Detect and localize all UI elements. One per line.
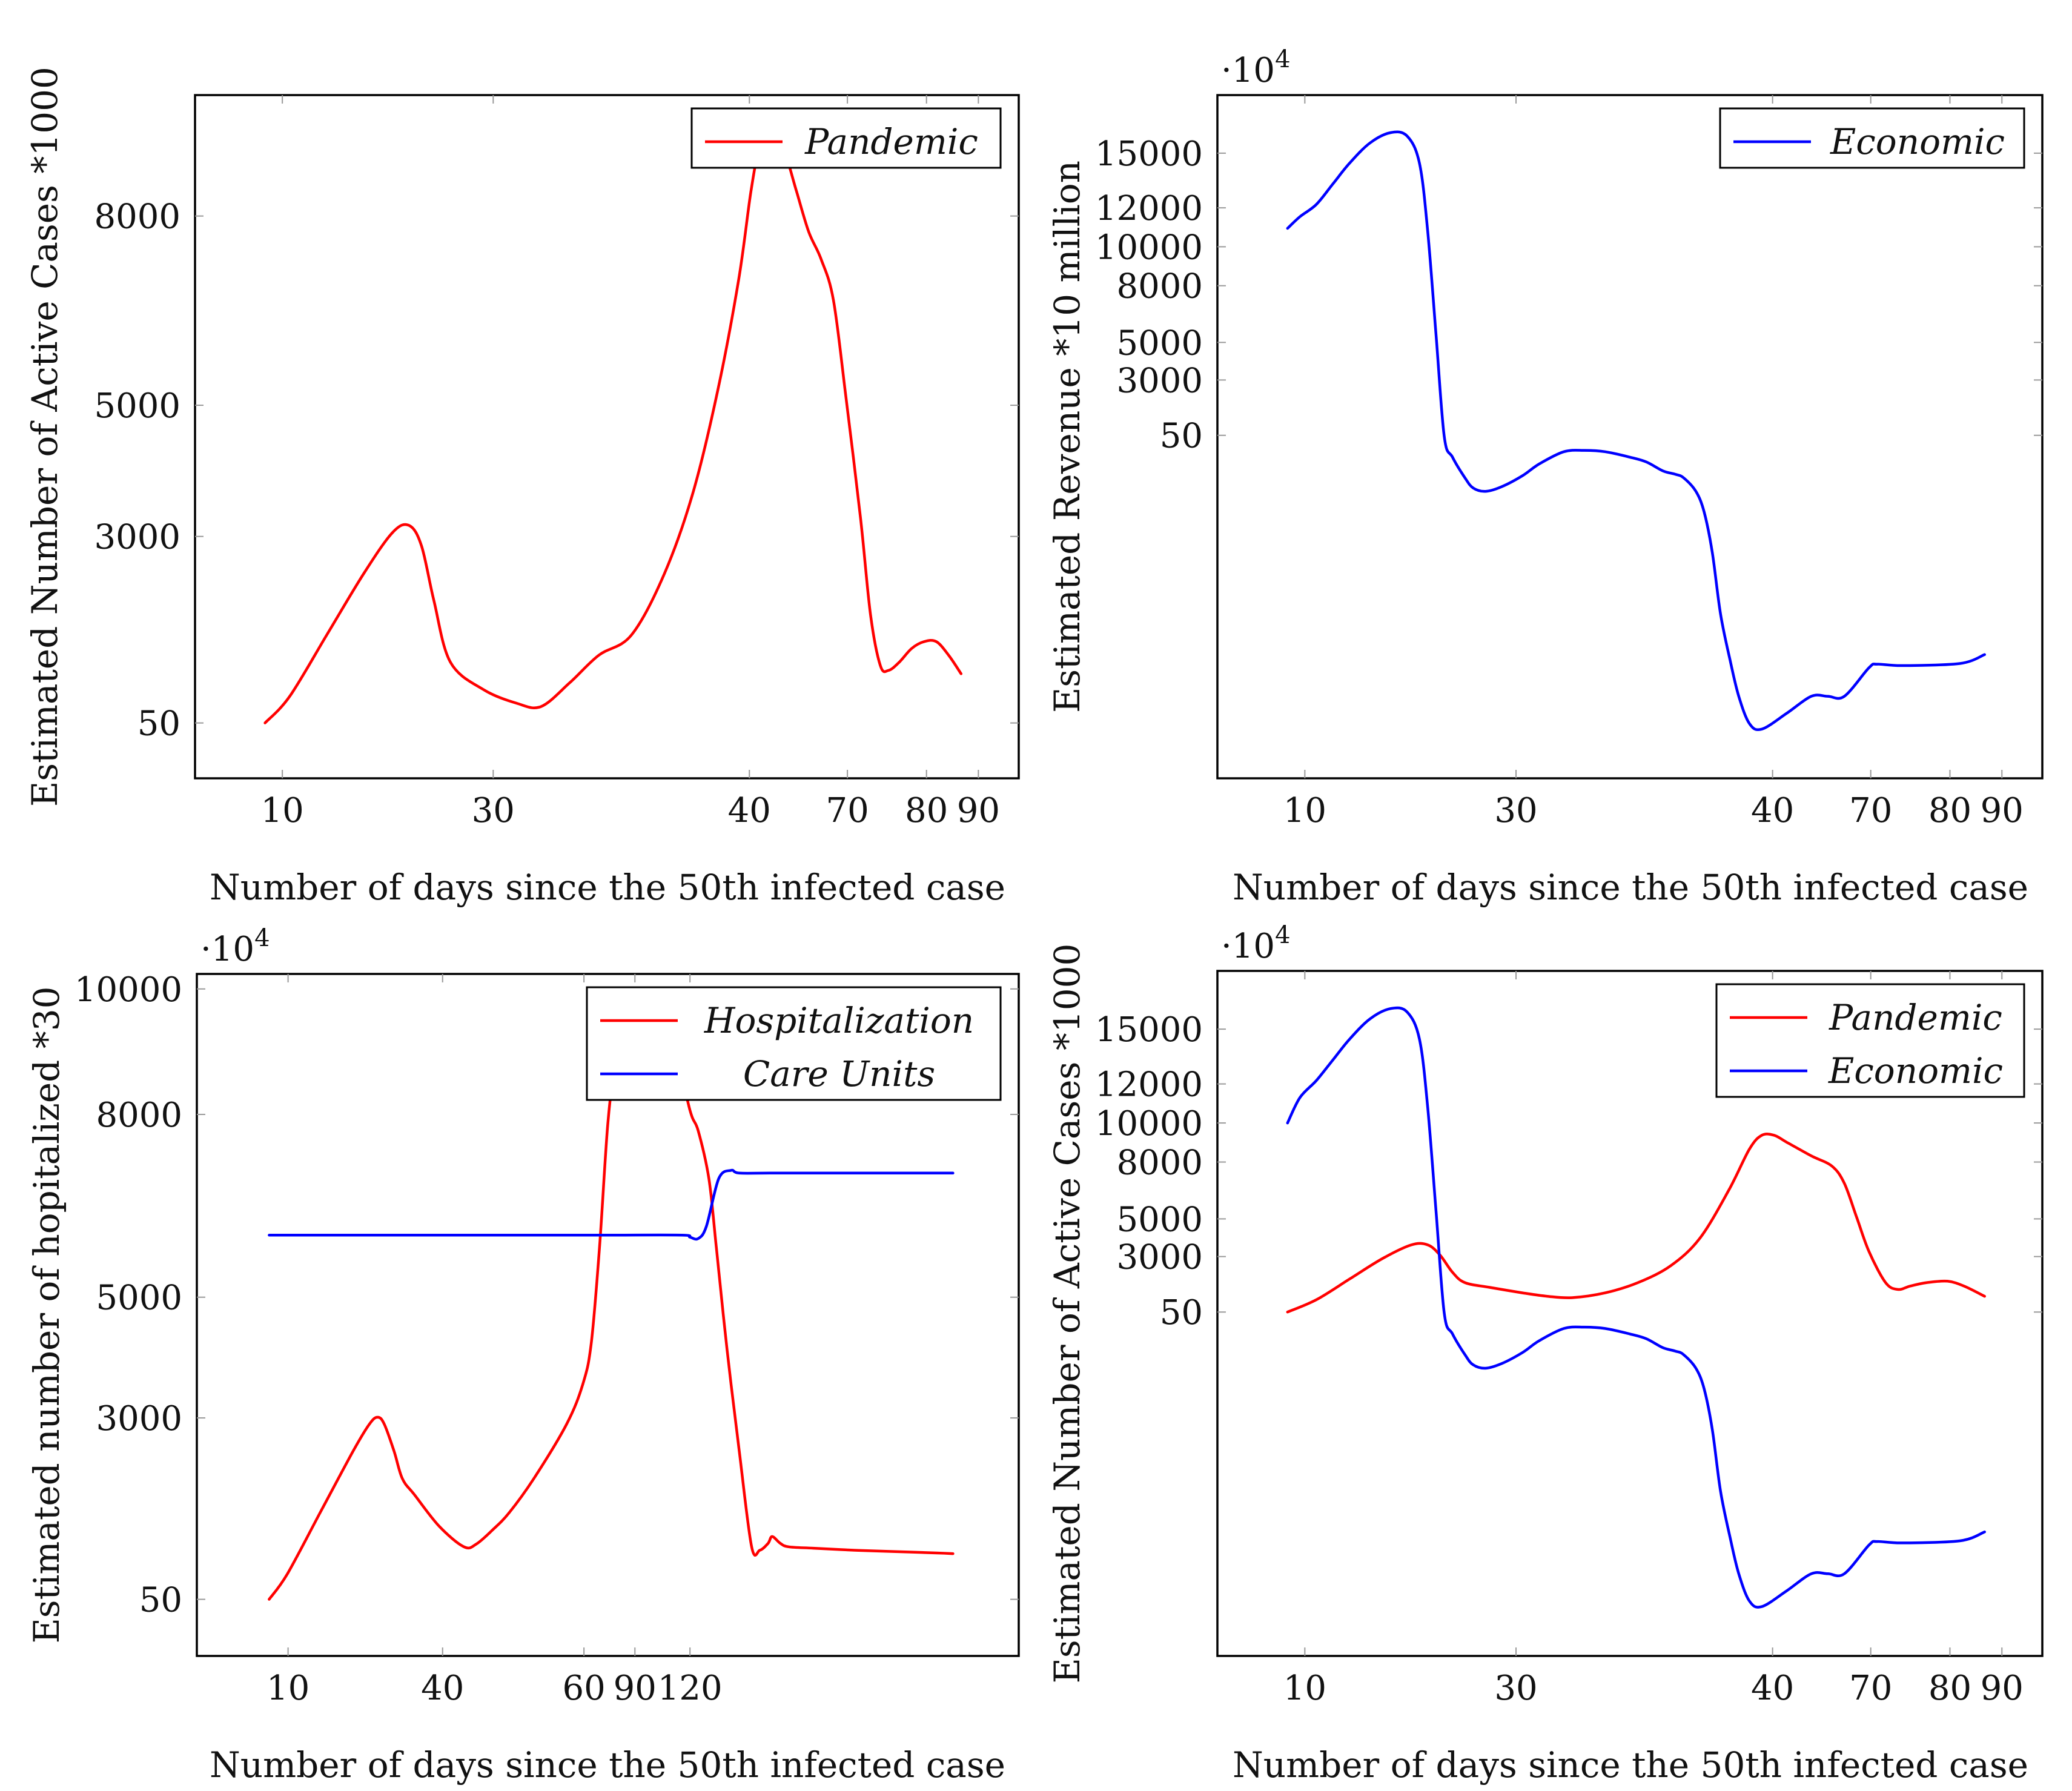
legend-box bbox=[690, 107, 1002, 169]
x-tick-label: 90 bbox=[1981, 1669, 2024, 1708]
legend-label: Economic bbox=[1828, 1050, 2003, 1091]
x-axis-title: Number of days since the 50th infected c… bbox=[210, 867, 1005, 908]
legend: Pandemic Economic bbox=[1715, 983, 2025, 1098]
x-tick-label: 10 bbox=[1283, 1669, 1326, 1708]
y-tick-label: 50 bbox=[1160, 1293, 1203, 1332]
legend-box bbox=[586, 986, 1002, 1101]
y-axis-title: Estimated number of hopitalized *30 bbox=[26, 986, 67, 1643]
x-tick-label: 40 bbox=[421, 1669, 464, 1708]
legend: Pandemic bbox=[690, 107, 1002, 169]
series-line-economic bbox=[1286, 130, 1986, 732]
y-tick-label: 10000 bbox=[1095, 1104, 1203, 1144]
y-tick-label: 8000 bbox=[1116, 267, 1203, 306]
x-tick-label: 40 bbox=[1751, 791, 1794, 830]
legend-label: Economic bbox=[1830, 121, 2005, 162]
y-tick-label: 15000 bbox=[1095, 134, 1203, 174]
x-axis-title: Number of days since the 50th infected c… bbox=[1233, 867, 2028, 908]
chart-hospitalization: 10 40 60 90 120 50 3000 5000 8000 10000 ·104 Number… bbox=[26, 924, 1020, 1786]
x-tick-label: 30 bbox=[472, 791, 515, 830]
y-tick-label: 8000 bbox=[94, 197, 180, 237]
y-tick-label: 12000 bbox=[1095, 1065, 1203, 1105]
y-tick-label: 50 bbox=[1160, 417, 1203, 456]
y-tick-label: 10000 bbox=[74, 970, 182, 1010]
plot-frame bbox=[194, 94, 1020, 780]
legend: Economic bbox=[1719, 107, 2025, 169]
y-tick-label: 3000 bbox=[94, 518, 180, 557]
exponent-label: ·104 bbox=[200, 924, 270, 969]
x-tick-label: 80 bbox=[1928, 791, 1971, 830]
x-tick-label: 80 bbox=[1928, 1669, 1971, 1708]
x-tick-label: 30 bbox=[1494, 1669, 1537, 1708]
x-tick-label: 40 bbox=[728, 791, 771, 830]
y-tick-label: 3000 bbox=[1116, 361, 1203, 400]
y-tick-label: 5000 bbox=[1116, 323, 1203, 363]
x-tick-label: 70 bbox=[1849, 1669, 1892, 1708]
y-tick-label: 5000 bbox=[1116, 1200, 1203, 1239]
x-tick-label: 10 bbox=[1283, 791, 1326, 830]
x-tick-label: 10 bbox=[261, 791, 304, 830]
exponent-label: ·104 bbox=[1221, 921, 1291, 966]
x-tick-label: 60 bbox=[563, 1669, 606, 1708]
chart-pandemic: 10 30 40 70 80 90 50 3000 5000 8000 Number of days… bbox=[24, 67, 1020, 908]
legend-label: Hospitalization bbox=[704, 1000, 974, 1041]
y-tick-label: 5000 bbox=[94, 386, 180, 426]
y-axis-title: Estimated Number of Active Cases *1000 bbox=[24, 67, 65, 807]
y-tick-label: 12000 bbox=[1095, 189, 1203, 228]
plot-frame bbox=[1216, 94, 2044, 780]
y-tick-label: 3000 bbox=[1116, 1238, 1203, 1277]
x-tick-label: 70 bbox=[826, 791, 869, 830]
x-tick-label: 40 bbox=[1751, 1669, 1794, 1708]
x-axis-title: Number of days since the 50th infected c… bbox=[210, 1744, 1005, 1786]
y-axis-title: Estimated Number of Active Cases *1000 bbox=[1047, 944, 1088, 1684]
exponent-power: 4 bbox=[254, 924, 270, 952]
x-axis-title: Number of days since the 50th infected c… bbox=[1233, 1744, 2028, 1786]
legend: Hospitalization Care Units bbox=[586, 986, 1002, 1101]
legend-label: Care Units bbox=[743, 1053, 935, 1094]
exponent-power: 4 bbox=[1275, 921, 1290, 949]
exponent-power: 4 bbox=[1275, 45, 1290, 73]
x-tick-label: 90 bbox=[957, 791, 1000, 830]
x-tick-label: 10 bbox=[266, 1669, 309, 1708]
y-tick-label: 50 bbox=[137, 704, 180, 744]
x-tick-label: 30 bbox=[1494, 791, 1537, 830]
x-tick-label: 90 bbox=[1981, 791, 2024, 830]
y-tick-label: 15000 bbox=[1095, 1010, 1203, 1050]
legend-box bbox=[1719, 107, 2025, 169]
y-tick-label: 3000 bbox=[96, 1399, 182, 1438]
series-line-pandemic bbox=[263, 128, 963, 724]
series-line-care-units bbox=[268, 1168, 955, 1241]
y-tick-label: 50 bbox=[139, 1581, 182, 1620]
series-line-economic bbox=[1286, 1006, 1986, 1609]
y-tick-label: 8000 bbox=[1116, 1144, 1203, 1183]
series-line-pandemic bbox=[1286, 1133, 1986, 1314]
legend-label: Pandemic bbox=[804, 121, 978, 162]
y-tick-label: 10000 bbox=[1095, 228, 1203, 267]
y-tick-label: 8000 bbox=[96, 1096, 182, 1135]
x-tick-label: 90 bbox=[614, 1669, 657, 1708]
y-axis-title: Estimated Revenue *10 million bbox=[1047, 161, 1088, 713]
y-tick-label: 5000 bbox=[96, 1279, 182, 1318]
x-tick-label: 80 bbox=[905, 791, 948, 830]
legend-label: Pandemic bbox=[1829, 997, 2002, 1038]
legend-box bbox=[1715, 983, 2025, 1098]
x-tick-label: 70 bbox=[1849, 791, 1892, 830]
exponent-label: ·104 bbox=[1221, 45, 1291, 90]
x-tick-label: 120 bbox=[658, 1669, 723, 1708]
